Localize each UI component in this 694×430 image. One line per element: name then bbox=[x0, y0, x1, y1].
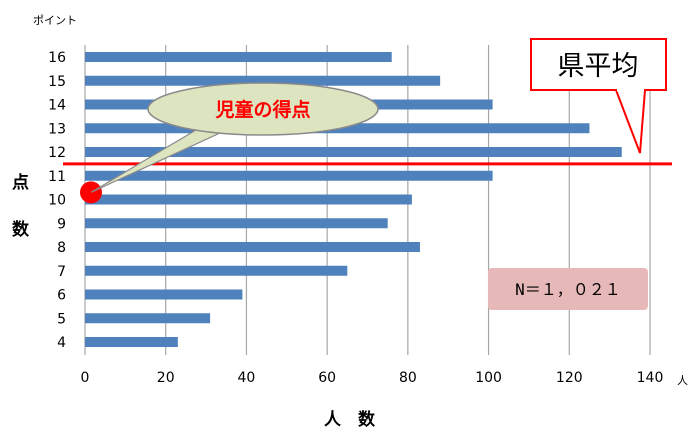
y-tick-label: 7 bbox=[57, 264, 66, 280]
x-tick-label: 120 bbox=[556, 370, 583, 386]
y-tick-label: 16 bbox=[48, 50, 66, 66]
bar-score-11 bbox=[85, 170, 493, 181]
y-tick-label: 9 bbox=[57, 216, 66, 232]
bar-score-12 bbox=[85, 147, 622, 157]
bar-score-8 bbox=[85, 242, 420, 252]
x-tick-label: 0 bbox=[81, 370, 90, 386]
y-tick-label: 12 bbox=[48, 145, 66, 161]
x-tick-label: 100 bbox=[475, 370, 502, 386]
sample-size-box bbox=[488, 268, 648, 310]
y-unit-label: ポイント bbox=[33, 14, 77, 27]
y-tick-label: 4 bbox=[57, 335, 66, 351]
callout-bubble bbox=[147, 82, 379, 136]
x-tick-label: 40 bbox=[238, 370, 256, 386]
bar-score-16 bbox=[85, 52, 392, 62]
bar-score-6 bbox=[85, 289, 243, 300]
callout-tail bbox=[90, 129, 225, 193]
y-axis-title-bottom: 数 bbox=[12, 219, 30, 240]
y-tick-label: 10 bbox=[48, 193, 66, 209]
y-tick-label: 14 bbox=[48, 98, 66, 114]
y-axis-title-top: 点 bbox=[12, 172, 29, 193]
average-label-box bbox=[530, 38, 667, 91]
y-tick-label: 13 bbox=[48, 121, 66, 137]
x-tick-label: 140 bbox=[637, 370, 664, 386]
sample-size-text: N＝１，０２１ bbox=[515, 280, 621, 299]
average-label-pointer bbox=[614, 89, 647, 154]
y-tick-label: 5 bbox=[57, 311, 66, 327]
x-unit-label: 人 bbox=[677, 374, 688, 387]
bar-score-5 bbox=[85, 313, 211, 324]
x-tick-labels: 0 20 40 60 80 100 120 140 bbox=[81, 370, 664, 386]
bar-score-15 bbox=[85, 75, 441, 86]
x-tick-label: 60 bbox=[318, 370, 336, 386]
bar-score-7 bbox=[85, 265, 348, 276]
y-tick-labels: 4 5 6 7 8 9 10 11 12 13 14 15 16 bbox=[48, 50, 66, 351]
x-tick-label: 20 bbox=[157, 370, 175, 386]
y-tick-label: 11 bbox=[48, 169, 66, 185]
y-tick-label: 6 bbox=[57, 288, 66, 304]
x-tick-label: 80 bbox=[399, 370, 417, 386]
bar-score-10 bbox=[85, 194, 412, 205]
average-label-text: 県平均 bbox=[558, 51, 639, 82]
y-tick-label: 8 bbox=[57, 240, 66, 256]
bar-score-4 bbox=[85, 337, 178, 347]
callout-text: 児童の得点 bbox=[214, 98, 310, 121]
bar-score-9 bbox=[85, 218, 388, 229]
x-axis-title: 人 数 bbox=[324, 409, 376, 430]
y-tick-label: 15 bbox=[48, 74, 66, 90]
